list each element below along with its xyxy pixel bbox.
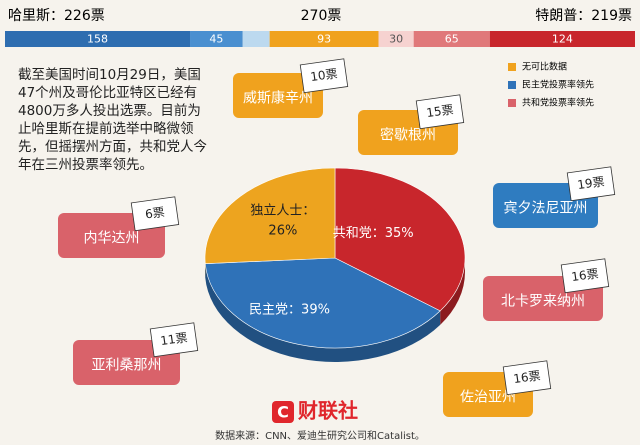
legend-label: 民主党投票率领先 <box>522 79 594 91</box>
segment-label: 158 <box>87 33 108 46</box>
vote-tag: 11票 <box>149 322 199 358</box>
segment-label: 65 <box>445 33 459 46</box>
vote-tag: 16票 <box>560 258 610 294</box>
source: 数据来源：CNN、爱迪生研究公司和Catalist。 <box>215 429 425 442</box>
state-name: 密歇根州 <box>380 127 436 144</box>
legend-label: 共和党投票率领先 <box>522 97 594 109</box>
state-name: 北卡罗来纳州 <box>501 294 585 310</box>
segment-label: 30 <box>389 33 403 46</box>
state-votes: 15票 <box>425 102 454 120</box>
vote-tag-bg <box>560 258 610 294</box>
vote-tag: 15票 <box>415 94 465 130</box>
pie-value: 35% <box>385 226 414 241</box>
segment-label: 93 <box>317 33 331 46</box>
vote-tag: 19票 <box>566 166 616 202</box>
bar-segment <box>190 31 243 47</box>
segment-label: 124 <box>552 33 573 46</box>
state-name: 佐治亚州 <box>460 390 516 406</box>
legend: 无可比数据 民主党投票率领先 共和党投票率领先 <box>508 61 594 109</box>
bar-segment <box>489 31 635 47</box>
state-name: 内华达州 <box>84 231 140 247</box>
legend-label: 无可比数据 <box>522 61 567 73</box>
state-votes: 11票 <box>159 330 188 348</box>
vote-tag-bg <box>566 166 616 202</box>
trump-label: 特朗普：219票 <box>535 8 632 24</box>
state-votes: 10票 <box>309 66 338 84</box>
pie-side <box>205 263 441 362</box>
intro-text: 截至美国时间10月29日，美国47个州及哥伦比亚特区已经有4800万多人投出选票… <box>18 67 207 173</box>
legend-swatch <box>508 81 516 89</box>
segment-label: 45 <box>209 33 223 46</box>
pie-slice <box>204 167 336 264</box>
vote-tag-bg <box>149 322 199 358</box>
logo-text: 财联社 <box>298 399 358 423</box>
bar-segment <box>378 31 414 47</box>
legend-swatch <box>508 63 516 71</box>
pie-category: 独立人士： <box>250 204 315 219</box>
state-votes: 19票 <box>576 174 605 192</box>
state-votes: 16票 <box>512 368 541 386</box>
pie-category: 民主党： <box>249 302 301 317</box>
pie-value: 39% <box>301 302 330 317</box>
logo-icon <box>272 401 294 423</box>
state-box <box>233 73 323 118</box>
state-votes: 16票 <box>570 266 599 284</box>
state-name: 威斯康辛州 <box>243 90 313 107</box>
vote-tag-bg <box>415 94 465 130</box>
harris-label: 哈里斯：226票 <box>8 8 105 24</box>
pie-category: 共和党： <box>333 226 385 241</box>
pie-value: 26% <box>268 224 297 239</box>
bar-segment <box>242 31 270 47</box>
vote-tag: 10票 <box>299 58 349 94</box>
state-name: 宾夕法尼亚州 <box>504 201 588 217</box>
legend-swatch <box>508 99 516 107</box>
threshold-label: 270票 <box>301 8 342 24</box>
state-votes: 6票 <box>144 205 165 222</box>
vote-tag-bg <box>299 58 349 94</box>
vote-tag: 16票 <box>502 360 552 396</box>
bar-segment <box>413 31 490 47</box>
pie-side <box>440 258 465 325</box>
pie-slice <box>204 257 441 349</box>
logo-mark: C <box>277 403 289 422</box>
pie-slice <box>334 167 466 312</box>
vote-tag: 6票 <box>130 196 180 232</box>
bar-segment <box>5 31 191 47</box>
state-name: 亚利桑那州 <box>92 358 162 374</box>
vote-tag-bg <box>130 196 180 232</box>
bar-segment <box>269 31 379 47</box>
vote-tag-bg <box>502 360 552 396</box>
